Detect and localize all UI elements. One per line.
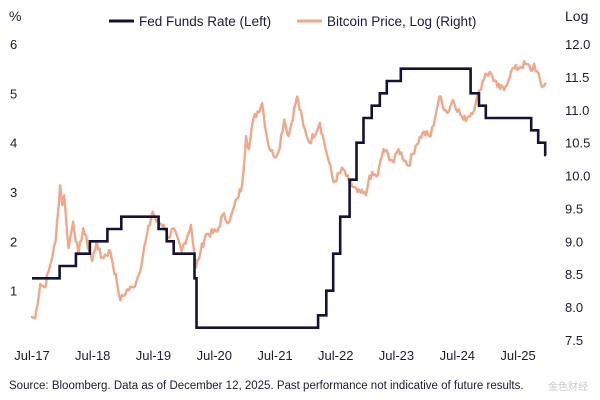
y-right-tick-label: 7.5 xyxy=(565,333,583,348)
y-left-tick-label: 3 xyxy=(10,185,17,200)
legend: Fed Funds Rate (Left) Bitcoin Price, Log… xyxy=(109,14,476,29)
y-right-tick-label: 12.0 xyxy=(565,37,590,52)
y-right-tick-label: 11.0 xyxy=(565,103,589,118)
x-tick-label: Jul-18 xyxy=(75,348,110,363)
y-right-tick-label: 10.0 xyxy=(565,169,590,184)
y-left-tick-label: 5 xyxy=(10,86,17,101)
x-tick-label: Jul-23 xyxy=(379,348,414,363)
y-left-unit: % xyxy=(9,8,21,24)
y-right-tick-label: 11.5 xyxy=(565,70,589,85)
x-tick-label: Jul-17 xyxy=(14,348,49,363)
watermark-logo: 金色财经 xyxy=(548,382,588,393)
bitcoin-price-line xyxy=(30,60,547,320)
y-right-tick-label: 10.5 xyxy=(565,136,590,151)
x-tick-label: Jul-20 xyxy=(197,348,232,363)
x-tick-label: Jul-25 xyxy=(500,348,535,363)
y-right-tick-label: 8.5 xyxy=(565,267,583,282)
y-left-tick-label: 1 xyxy=(10,284,17,299)
x-tick-label: Jul-19 xyxy=(136,348,171,363)
y-right-tick-label: 8.0 xyxy=(565,300,583,315)
fed-funds-rate-line xyxy=(32,67,547,329)
x-tick-label: Jul-21 xyxy=(257,348,292,363)
y-left-tick-label: 4 xyxy=(10,136,17,151)
y-left-tick-label: 6 xyxy=(10,37,17,52)
y-left-tick-label: 2 xyxy=(10,234,17,249)
source-note: Source: Bloomberg. Data as of December 1… xyxy=(9,380,524,392)
y-right-tick-label: 9.5 xyxy=(565,201,583,216)
y-left-axis: 1 2 3 4 5 6 xyxy=(10,37,17,299)
legend-label-fed-funds: Fed Funds Rate (Left) xyxy=(139,14,271,29)
x-tick-label: Jul-22 xyxy=(318,348,353,363)
x-axis: Jul-17 Jul-18 Jul-19 Jul-20 Jul-21 Jul-22 Jul-… xyxy=(14,348,535,363)
legend-label-bitcoin: Bitcoin Price, Log (Right) xyxy=(327,14,476,29)
y-right-tick-label: 9.0 xyxy=(565,234,583,249)
y-right-unit: Log xyxy=(565,8,588,24)
x-tick-label: Jul-24 xyxy=(440,348,475,363)
y-right-axis: 7.5 8.0 8.5 9.0 9.5 10.0 10.5 11.0 11.5 12.0 xyxy=(565,37,590,348)
